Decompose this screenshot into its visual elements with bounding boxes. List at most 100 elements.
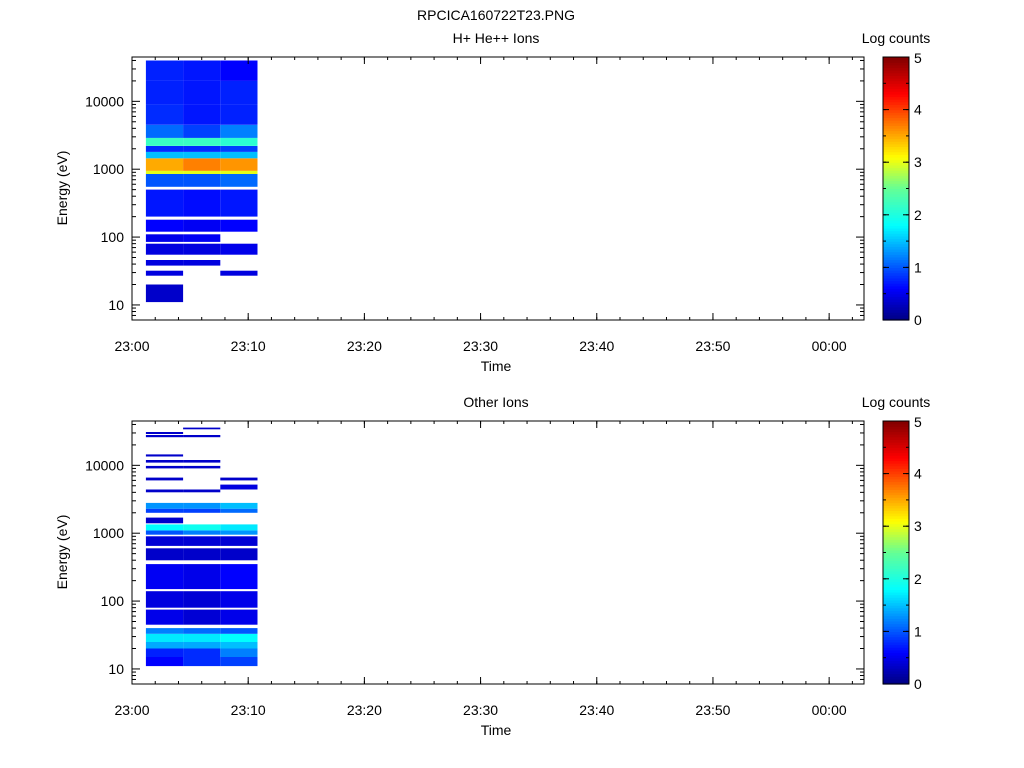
- heatmap-cell: [183, 219, 221, 232]
- heatmap-cell: [183, 427, 221, 430]
- colorbar: 0 1 2 3 4 5: [882, 50, 922, 328]
- heatmap-cell: [145, 219, 184, 232]
- colorbar-segment: [883, 421, 909, 425]
- colorbar-segment: [883, 164, 909, 169]
- colorbar-segment: [883, 470, 909, 475]
- colorbar-segment: [883, 220, 909, 224]
- heatmap-cell: [183, 648, 221, 657]
- colorbar-segment: [883, 191, 909, 195]
- colorbar-segment: [883, 526, 909, 530]
- heatmap-cell: [145, 530, 184, 535]
- heatmap-cell: [220, 151, 258, 159]
- colorbar-segment: [883, 293, 909, 297]
- colorbar-segment: [883, 463, 909, 467]
- colorbar-segment: [883, 241, 909, 245]
- colorbar-segment: [883, 101, 909, 105]
- colorbar-segment: [883, 544, 909, 548]
- colorbar-segment: [883, 599, 909, 604]
- colorbar-tick-label: 4: [914, 102, 922, 118]
- colorbar-segment: [883, 78, 909, 82]
- colorbar-segment: [883, 238, 909, 242]
- x-tick-label: 23:00: [114, 338, 149, 354]
- colorbar-segment: [883, 112, 909, 116]
- figure-title: RPCICA160722T23.PNG: [417, 7, 575, 23]
- colorbar-segment: [883, 549, 909, 554]
- x-tick-label: 23:30: [463, 338, 498, 354]
- colorbar-segment: [883, 552, 909, 556]
- x-tick-label: 00:00: [812, 702, 847, 718]
- heatmap-cell: [220, 633, 258, 642]
- heatmap-cell: [183, 146, 221, 152]
- x-tick-label: 23:10: [231, 338, 266, 354]
- colorbar-segment: [883, 557, 909, 561]
- colorbar-segment: [883, 285, 909, 290]
- colorbar-segment: [883, 444, 909, 448]
- colorbar-tick-label: 3: [914, 154, 922, 170]
- colorbar-segment: [883, 594, 909, 598]
- colorbar-segment: [883, 428, 909, 433]
- heatmap-cell: [220, 530, 258, 535]
- colorbar-segment: [883, 457, 909, 462]
- colorbar-segment: [883, 170, 909, 174]
- heatmap-cell: [220, 80, 258, 105]
- colorbar-segment: [883, 681, 909, 685]
- colorbar-segment: [883, 655, 909, 659]
- colorbar-segment: [883, 93, 909, 98]
- colorbar-segment: [883, 673, 909, 677]
- colorbar-segment: [883, 57, 909, 61]
- colorbar-segment: [883, 183, 909, 187]
- heatmap-cell: [145, 189, 184, 217]
- heatmap-cell: [183, 536, 221, 546]
- heatmap-cell: [220, 477, 258, 481]
- colorbar-segment: [883, 309, 909, 313]
- colorbar-segment: [883, 72, 909, 77]
- heatmap-cell: [145, 548, 184, 561]
- colorbar-segment: [883, 576, 909, 580]
- colorbar-segment: [883, 602, 909, 606]
- colorbar-tick-label: 2: [914, 207, 922, 223]
- x-tick-label: 23:20: [347, 338, 382, 354]
- heatmap-cell: [183, 564, 221, 590]
- colorbar-segment: [883, 117, 909, 121]
- colorbar-segment: [883, 515, 909, 519]
- colorbar-segment: [883, 214, 909, 219]
- colorbar-segment: [883, 442, 909, 446]
- colorbar-segment: [883, 159, 909, 163]
- colorbar-segment: [883, 492, 909, 496]
- colorbar-segment: [883, 217, 909, 221]
- colorbar-label: Log counts: [862, 30, 931, 46]
- heatmap-cell: [145, 243, 184, 255]
- colorbar-segment: [883, 91, 909, 95]
- heatmap-cell: [220, 243, 258, 255]
- heatmap-cell: [145, 174, 184, 187]
- colorbar-segment: [883, 175, 909, 179]
- heatmap-cell: [183, 104, 221, 125]
- heatmap-cell: [183, 60, 221, 81]
- heatmap-cell: [183, 158, 221, 171]
- colorbar-segment: [883, 270, 909, 274]
- colorbar-segment: [883, 114, 909, 119]
- colorbar-segment: [883, 528, 909, 533]
- colorbar-segment: [883, 130, 909, 134]
- colorbar-segment: [883, 597, 909, 601]
- colorbar-segment: [883, 647, 909, 651]
- heatmap-cell: [145, 641, 184, 649]
- colorbar-segment: [883, 644, 909, 648]
- heatmap-cell: [183, 124, 221, 138]
- heatmap-cell: [183, 633, 221, 642]
- colorbar-segment: [883, 222, 909, 226]
- colorbar-segment: [883, 156, 909, 161]
- colorbar-segment: [883, 301, 909, 305]
- colorbar-segment: [883, 565, 909, 569]
- heatmap-cell: [183, 657, 221, 667]
- colorbar-segment: [883, 212, 909, 216]
- colorbar-tick-label: 0: [914, 676, 922, 692]
- colorbar-segment: [883, 541, 909, 546]
- colorbar-segment: [883, 489, 909, 493]
- heatmap-cell: [220, 524, 258, 531]
- heatmap-cell: [145, 524, 184, 531]
- colorbar-segment: [883, 67, 909, 71]
- heatmap-cell: [183, 80, 221, 105]
- colorbar-segment: [883, 589, 909, 593]
- heatmap-cell: [183, 234, 221, 242]
